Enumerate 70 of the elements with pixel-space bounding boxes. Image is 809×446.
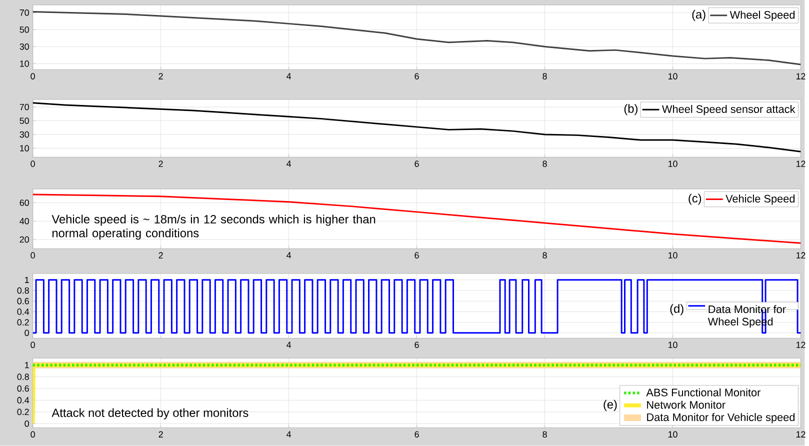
x-tick-label: 0 (30, 73, 35, 80)
x-tick-label: 2 (158, 252, 163, 259)
x-tick-label: 0 (30, 431, 35, 438)
legend-label: Vehicle Speed (726, 194, 795, 205)
annotation: (b) (624, 104, 638, 116)
x-tick-label: 4 (286, 160, 292, 167)
x-tick-label: 12 (796, 342, 806, 348)
x-tick-label: 2 (158, 73, 163, 80)
x-tick-label: 0 (30, 342, 35, 348)
annotation: Vehicle speed is ~ 18m/s in 12 seconds which is higher than normal operating conditions (52, 214, 376, 240)
legend-label: Data Monitor for Vehicle speed (647, 413, 795, 424)
x-tick-label: 8 (542, 73, 547, 80)
y-tick-label: 30 (20, 132, 29, 138)
x-tick-label: 4 (286, 73, 292, 80)
annotation: (c) (688, 194, 702, 205)
x-tick-label: 0 (30, 252, 35, 259)
x-tick-label: 2 (158, 431, 163, 438)
y-tick-label: 0.8 (17, 374, 29, 380)
y-tick-label: 70 (20, 104, 29, 110)
x-tick-label: 4 (286, 342, 292, 348)
y-tick-label: 0.8 (17, 288, 29, 294)
y-tick-label: 0 (24, 330, 29, 336)
x-tick-label: 10 (668, 342, 678, 348)
y-tick-label: 0.2 (17, 408, 29, 416)
x-tick-label: 6 (414, 342, 419, 348)
y-tick-label: 0.2 (17, 319, 29, 326)
legend-label: ABS Functional Monitor (646, 388, 761, 397)
annotation: (a) (692, 10, 706, 22)
legend-label: Wheel Speed sensor attack (662, 105, 796, 116)
x-tick-label: 6 (414, 160, 419, 168)
x-tick-label: 10 (668, 252, 678, 259)
x-tick-label: 12 (796, 160, 806, 168)
y-tick-label: 20 (20, 236, 29, 243)
x-tick-label: 10 (668, 431, 678, 438)
x-tick-label: 4 (286, 431, 292, 438)
x-tick-label: 0 (30, 160, 35, 168)
x-tick-label: 8 (542, 431, 547, 438)
y-tick-label: 0.4 (17, 308, 30, 316)
y-tick-label: 0.6 (17, 386, 29, 392)
x-tick-label: 8 (542, 160, 547, 168)
y-tick-label: 10 (20, 60, 29, 68)
x-tick-label: 12 (796, 73, 806, 80)
x-tick-label: 12 (796, 252, 806, 259)
y-tick-label: 10 (20, 145, 29, 152)
x-tick-label: 12 (796, 431, 806, 438)
legend-label: Wheel Speed (730, 10, 795, 22)
x-tick-label: 4 (286, 252, 292, 258)
y-tick-label: 50 (20, 118, 29, 124)
x-tick-label: 2 (158, 160, 163, 168)
y-tick-label: 30 (20, 44, 29, 50)
annotation: Attack not detected by other monitors (52, 408, 248, 420)
y-tick-label: 1 (25, 277, 29, 284)
y-tick-label: 0.6 (17, 298, 29, 304)
x-tick-label: 6 (414, 431, 419, 438)
annotation: (d) (670, 304, 684, 316)
line-series (32, 194, 801, 244)
y-tick-label: 60 (20, 200, 29, 206)
x-tick-label: 6 (414, 73, 419, 80)
annotation: (e) (604, 400, 617, 412)
y-tick-label: 0 (24, 420, 29, 427)
y-tick-label: 0.4 (17, 397, 30, 404)
x-tick-label: 8 (542, 252, 547, 259)
legend-label: Network Monitor (647, 400, 726, 409)
x-tick-label: 10 (668, 73, 678, 80)
y-tick-label: 1 (25, 362, 29, 368)
y-tick-label: 40 (20, 218, 29, 224)
x-tick-label: 10 (668, 160, 678, 168)
y-tick-label: 70 (20, 10, 29, 16)
x-tick-label: 6 (414, 252, 419, 259)
y-tick-label: 50 (20, 26, 29, 33)
